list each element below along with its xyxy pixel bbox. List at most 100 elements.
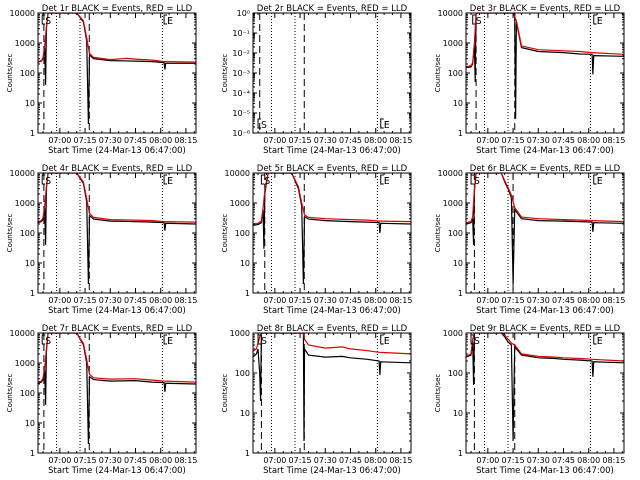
y-tick-label: 10⁰ [237, 9, 250, 18]
series-line-events [466, 173, 624, 285]
y-axis-label: Counts/sec [434, 374, 442, 413]
x-tick-label: 07:15 [74, 456, 97, 465]
y-axis-label: Counts/sec [6, 54, 14, 93]
y-tick-label: 1000 [443, 39, 463, 48]
x-tick-label: 07:15 [502, 136, 525, 145]
interval-bracket [257, 334, 262, 345]
y-tick-label: 1 [245, 449, 250, 458]
interval-marker-s: S [474, 176, 480, 187]
series-line-events [38, 173, 196, 285]
x-tick-label: 08:00 [364, 296, 387, 305]
x-axis-label: Start Time (24-Mar-13 06:47:00) [476, 466, 614, 476]
interval-bracket [380, 174, 384, 185]
x-tick-label: 08:15 [389, 456, 412, 465]
y-tick-label: 1000 [230, 199, 250, 208]
x-tick-label: 07:15 [289, 296, 312, 305]
y-tick-label: 10 [453, 99, 463, 108]
x-axis-label: Start Time (24-Mar-13 06:47:00) [263, 466, 401, 476]
x-tick-label: 07:30 [314, 456, 337, 465]
y-tick-label: 10 [453, 409, 463, 418]
interval-bracket [163, 334, 168, 345]
series-line-lld [38, 173, 196, 223]
interval-marker-e: E [384, 120, 390, 131]
y-tick-label: 10 [25, 419, 35, 428]
x-tick-label: 07:30 [527, 136, 550, 145]
x-tick-label: 08:15 [602, 136, 625, 145]
x-tick-label: 07:45 [339, 296, 362, 305]
y-tick-label: 10⁻² [232, 49, 250, 58]
y-tick-label: 100 [448, 369, 463, 378]
interval-bracket [593, 174, 597, 185]
y-axis-label: Counts/sec [221, 54, 229, 93]
x-tick-label: 07:30 [314, 296, 337, 305]
x-tick-label: 07:45 [124, 456, 147, 465]
panel-det-9: S E 1 10 100 1000 07:00 07:15 07:30 07:45 08:00 08:… [434, 324, 625, 476]
panel-title: Det 6r BLACK = Events, RED = LLD [470, 164, 621, 174]
series-line-lld [466, 173, 624, 224]
x-tick-label: 07:45 [124, 296, 147, 305]
y-tick-label: 10⁻⁴ [232, 89, 250, 98]
interval-bracket [41, 14, 46, 25]
interval-marker-e: E [384, 336, 390, 347]
y-tick-label: 10 [25, 99, 35, 108]
x-tick-label: 07:30 [99, 136, 122, 145]
y-tick-label: 1 [30, 129, 35, 138]
interval-bracket [380, 118, 384, 129]
interval-bracket [163, 174, 168, 185]
y-axis-label: Counts/sec [6, 374, 14, 413]
x-tick-label: 08:00 [149, 296, 172, 305]
series-line-lld [466, 13, 624, 68]
x-tick-label: 07:00 [263, 136, 286, 145]
x-tick-label: 07:15 [74, 296, 97, 305]
interval-bracket [472, 14, 476, 25]
series-line-events [253, 333, 411, 442]
y-tick-label: 10000 [10, 329, 35, 338]
interval-marker-s: S [261, 120, 267, 131]
y-tick-label: 1 [245, 289, 250, 298]
y-tick-label: 1000 [15, 359, 35, 368]
x-tick-label: 08:00 [577, 296, 600, 305]
y-axis-label: Counts/sec [221, 214, 229, 253]
x-tick-label: 07:00 [48, 136, 71, 145]
x-tick-label: 07:15 [74, 136, 97, 145]
y-tick-label: 10000 [438, 169, 463, 178]
panel-title: Det 2r BLACK = Events, RED = LLD [257, 4, 408, 14]
x-tick-label: 08:00 [364, 456, 387, 465]
panel-title: Det 5r BLACK = Events, RED = LLD [257, 164, 408, 174]
x-tick-label: 07:45 [552, 296, 575, 305]
x-tick-label: 07:45 [339, 136, 362, 145]
y-axis-label: Counts/sec [434, 214, 442, 253]
x-tick-label: 07:00 [48, 296, 71, 305]
interval-bracket [593, 334, 597, 345]
interval-bracket [260, 174, 265, 185]
y-tick-label: 100 [20, 69, 35, 78]
y-tick-label: 1000 [443, 329, 463, 338]
y-tick-label: 1000 [443, 199, 463, 208]
series-line-lld [38, 13, 196, 63]
x-tick-label: 08:00 [577, 136, 600, 145]
y-tick-label: 1 [30, 449, 35, 458]
y-tick-label: 10⁻⁵ [232, 109, 250, 118]
y-tick-label: 1 [458, 449, 463, 458]
x-tick-label: 07:45 [552, 136, 575, 145]
y-tick-label: 10 [240, 259, 250, 268]
x-tick-label: 07:45 [552, 456, 575, 465]
y-tick-label: 10⁻³ [232, 69, 250, 78]
y-tick-label: 10 [25, 259, 35, 268]
x-tick-label: 07:30 [527, 296, 550, 305]
x-axis-label: Start Time (24-Mar-13 06:47:00) [48, 466, 186, 476]
interval-marker-e: E [597, 176, 603, 187]
interval-marker-e: E [167, 176, 173, 187]
x-tick-label: 07:15 [502, 456, 525, 465]
x-axis-label: Start Time (24-Mar-13 06:47:00) [263, 306, 401, 316]
x-tick-label: 08:00 [577, 456, 600, 465]
interval-bracket [470, 174, 475, 185]
x-tick-label: 07:00 [263, 296, 286, 305]
